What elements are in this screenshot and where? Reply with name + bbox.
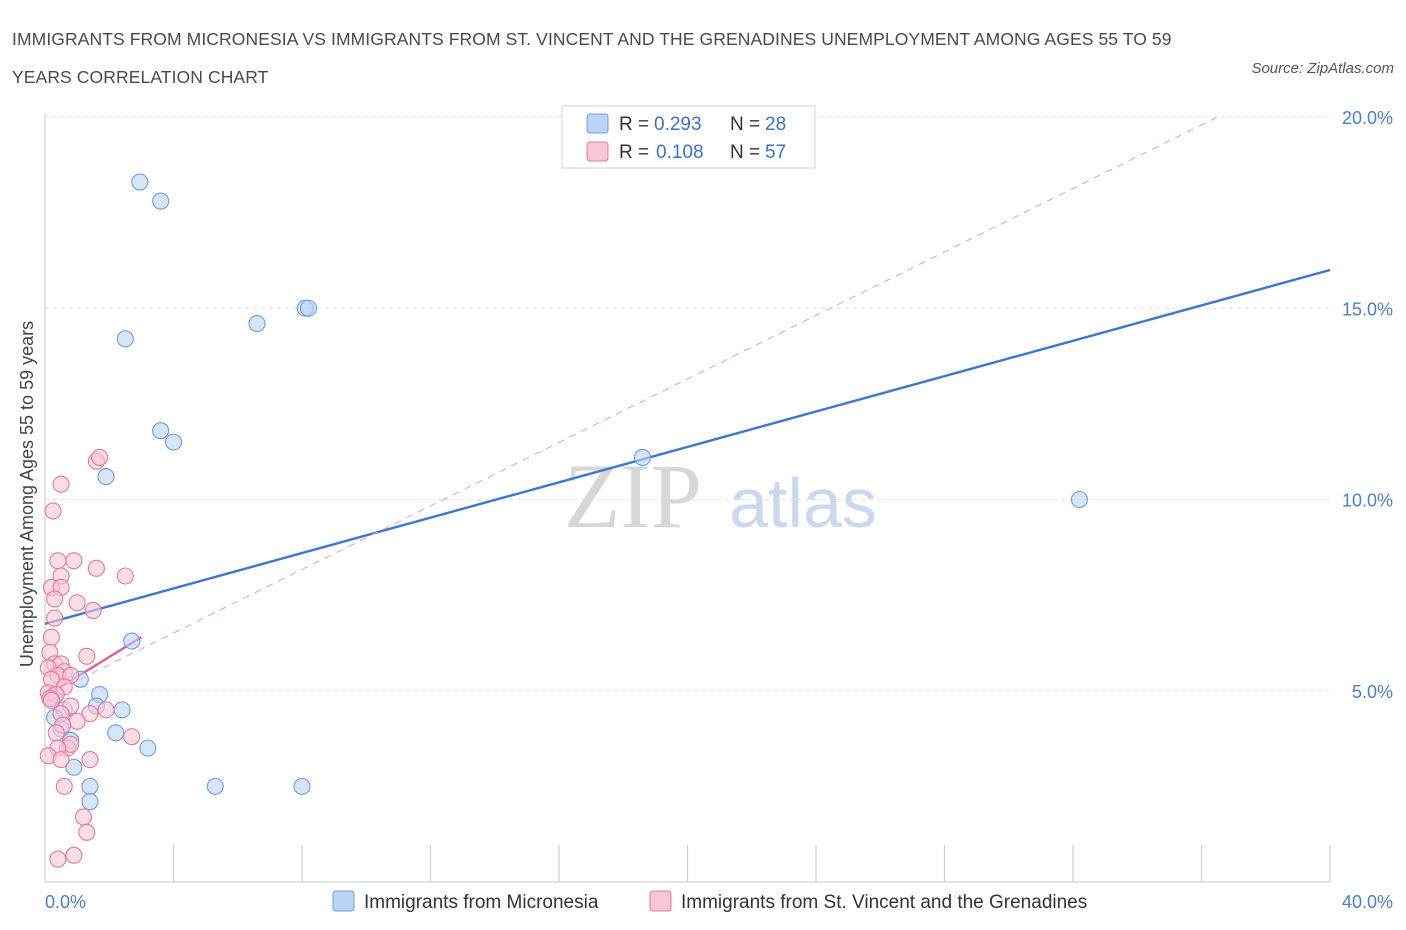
series-legend-label-st-vincent: Immigrants from St. Vincent and the Gren… (681, 892, 1087, 913)
micronesia-point (299, 299, 317, 317)
legend-r-value-st-vincent: 0.108 (656, 142, 704, 163)
st-vincent-point (81, 705, 99, 723)
legend-swatch-micronesia (586, 113, 609, 134)
y-axis-label: Unemployment Among Ages 55 to 59 years (17, 321, 37, 667)
watermark: ZIP atlas (564, 445, 877, 547)
micronesia-point (139, 739, 157, 757)
st-vincent-point (55, 777, 73, 795)
series-legend-swatch-st-vincent (649, 890, 672, 912)
micronesia-point (81, 793, 99, 811)
st-vincent-point (46, 590, 64, 608)
micronesia-point (293, 777, 311, 795)
micronesia-point (152, 422, 170, 440)
st-vincent-point (49, 552, 67, 570)
legend-n-label-st-vincent: N = (730, 142, 760, 163)
micronesia-point (65, 758, 83, 776)
micronesia-point (116, 330, 134, 348)
st-vincent-point (42, 691, 60, 709)
x-tick-label-max: 40.0% (1342, 892, 1393, 912)
st-vincent-point (87, 559, 105, 577)
trendline-dashed (44, 116, 1218, 697)
y-tick-labels: 5.0% 10.0% 15.0% 20.0% (1342, 108, 1393, 702)
st-vincent-point (97, 701, 115, 719)
st-vincent-point (65, 846, 83, 864)
st-vincent-point (68, 594, 86, 612)
st-vincent-point (91, 448, 109, 466)
st-vincent-point (78, 647, 96, 665)
micronesia-point (107, 724, 125, 742)
chart-title: IMMIGRANTS FROM MICRONESIA VS IMMIGRANTS… (12, 29, 1172, 87)
micronesia-point (131, 173, 149, 191)
series-legend: Immigrants from Micronesia Immigrants fr… (332, 890, 1087, 913)
legend-n-value-micronesia: 28 (765, 114, 786, 135)
st-vincent-point (68, 712, 86, 730)
st-vincent-point (116, 567, 134, 585)
stats-legend: R = 0.293 N = 28 R = 0.108 N = 57 (561, 105, 816, 169)
st-vincent-point (47, 724, 65, 742)
st-vincent-point (42, 628, 60, 646)
legend-n-label-micronesia: N = (730, 114, 760, 135)
y-tick-label: 5.0% (1352, 682, 1393, 702)
micronesia-point (81, 777, 99, 795)
st-vincent-point (44, 502, 62, 520)
micronesia-point (633, 448, 652, 466)
micronesia-point (206, 777, 224, 795)
watermark-zip: ZIP (564, 445, 702, 547)
series-legend-swatch-micronesia (332, 890, 355, 912)
st-vincent-point (46, 609, 64, 627)
st-vincent-point (78, 823, 96, 841)
y-tick-label: 20.0% (1342, 108, 1393, 128)
st-vincent-point (52, 751, 70, 769)
micronesia-point (123, 632, 141, 650)
y-tick-label: 10.0% (1342, 491, 1393, 511)
micronesia-point (1070, 490, 1088, 509)
data-points (39, 173, 1088, 868)
series-legend-label-micronesia: Immigrants from Micronesia (364, 892, 599, 913)
gridlines (45, 116, 1330, 692)
st-vincent-point (52, 475, 70, 493)
trendlines (44, 116, 1331, 698)
y-tick-label: 15.0% (1342, 299, 1393, 319)
micronesia-point (248, 314, 266, 333)
source-label: Source: ZipAtlas.com (1251, 60, 1394, 77)
legend-r-value-micronesia: 0.293 (654, 114, 702, 135)
legend-r-label-micronesia: R = (619, 114, 649, 135)
trendline-solid (44, 268, 1331, 625)
micronesia-point (164, 433, 183, 451)
st-vincent-point (81, 751, 99, 769)
legend-swatch-st-vincent (586, 141, 609, 162)
watermark-atlas: atlas (729, 464, 877, 542)
legend-n-value-st-vincent: 57 (765, 142, 786, 163)
x-ticks (172, 845, 1331, 882)
st-vincent-point (49, 850, 67, 868)
st-vincent-point (123, 728, 141, 746)
st-vincent-point (84, 601, 102, 619)
micronesia-point (152, 192, 170, 210)
st-vincent-point (65, 552, 83, 570)
micronesia-point (113, 701, 131, 719)
legend-r-label-st-vincent: R = (619, 142, 649, 163)
st-vincent-point (75, 808, 93, 826)
x-tick-label-min: 0.0% (45, 892, 86, 912)
micronesia-point (97, 467, 115, 486)
